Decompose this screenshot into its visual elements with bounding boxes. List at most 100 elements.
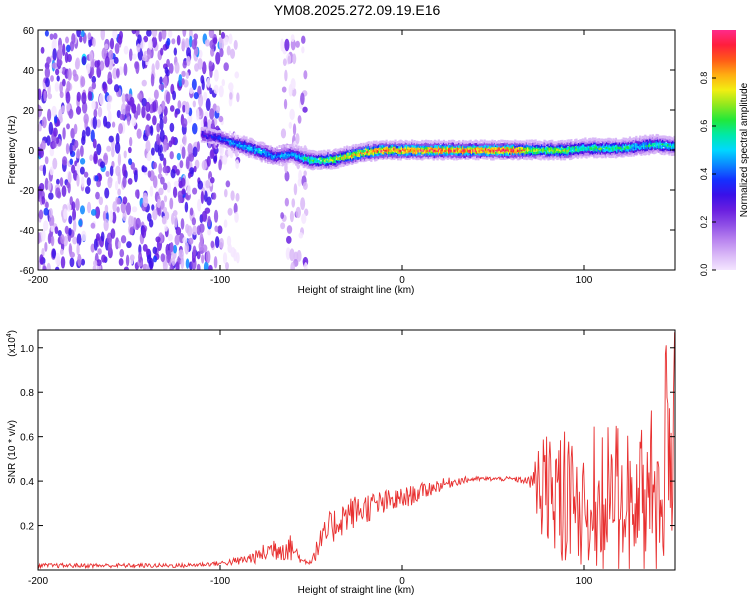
ridge-cell: [496, 144, 499, 148]
ridge-cell: [636, 151, 639, 155]
ridge-cell: [607, 144, 610, 147]
ridge-cell: [428, 152, 432, 156]
ridge-cell: [456, 144, 460, 148]
noise-cell: [188, 152, 195, 162]
ridge-cell: [618, 146, 621, 150]
spectrogram-x-axis-label: Height of straight line (km): [298, 285, 415, 296]
ridge-cell: [402, 145, 405, 149]
noise-cell: [181, 177, 186, 187]
ridge-cell: [296, 161, 299, 165]
ridge-cell: [319, 167, 322, 170]
noise-cell: [162, 166, 168, 174]
ridge-cell: [567, 139, 570, 143]
ridge-cell: [546, 147, 549, 151]
ridge-cell: [347, 154, 350, 158]
noise-cell: [156, 123, 161, 133]
ridge-cell: [319, 153, 322, 157]
noise-cell: [172, 186, 178, 198]
ridge-cell: [232, 137, 235, 141]
ridge-cell: [427, 151, 430, 155]
ridge-cell: [407, 152, 410, 156]
ridge-cell: [668, 140, 671, 144]
ridge-cell: [663, 148, 666, 152]
ridge-cell: [622, 141, 625, 145]
ridge-cell: [561, 150, 564, 154]
ridge-cell: [449, 155, 452, 159]
ridge-cell: [540, 144, 544, 148]
ridge-cell: [469, 146, 472, 150]
y-tick-label: 60: [23, 26, 35, 37]
ridge-cell: [346, 145, 349, 149]
ridge-cell: [622, 154, 625, 158]
ridge-cell: [665, 147, 669, 151]
ridge-cell: [233, 140, 237, 144]
ridge-cell: [381, 142, 384, 146]
ridge-cell: [242, 147, 246, 150]
ridge-cell: [333, 162, 336, 166]
ridge-cell: [468, 155, 471, 159]
ridge-cell: [399, 143, 402, 147]
ridge-cell: [287, 151, 290, 155]
noise-cell: [203, 261, 209, 270]
noise-cell: [54, 226, 59, 234]
noise-cell: [185, 156, 190, 170]
ridge-cell: [621, 150, 624, 154]
ridge-cell: [574, 143, 577, 147]
ridge-cell: [579, 139, 582, 143]
ridge-cell: [451, 139, 454, 143]
ridge-cell: [552, 147, 555, 151]
ridge-cell: [354, 143, 358, 147]
ridge-cell: [670, 146, 674, 150]
ridge-cell: [642, 135, 646, 139]
ridge-cell: [319, 157, 322, 161]
ridge-cell: [577, 153, 581, 157]
ridge-cell: [376, 150, 379, 153]
ridge-cell: [346, 148, 349, 152]
ridge-cell: [278, 149, 281, 153]
ridge-cell: [417, 157, 420, 160]
ridge-cell: [321, 156, 325, 160]
ridge-cell: [326, 156, 330, 160]
noise-cell: [208, 30, 215, 39]
ridge-cell: [504, 157, 507, 160]
ridge-cell: [358, 148, 361, 152]
ridge-cell: [225, 134, 228, 138]
ridge-cell: [633, 140, 637, 143]
ridge-cell: [399, 151, 402, 155]
ridge-cell: [491, 142, 494, 146]
ridge-cell: [589, 140, 592, 144]
ridge-cell: [661, 148, 665, 152]
ridge-cell: [628, 144, 632, 148]
noise-cell: [161, 30, 167, 40]
ridge-cell: [218, 141, 221, 145]
ridge-cell: [617, 139, 620, 143]
ridge-cell: [340, 157, 344, 161]
noise-cell: [215, 105, 221, 114]
noise-cell: [76, 243, 80, 256]
ridge-cell: [245, 150, 248, 154]
ridge-cell: [603, 153, 606, 157]
ridge-cell: [479, 139, 483, 143]
ridge-cell: [539, 157, 542, 161]
ridge-cell: [370, 145, 373, 148]
ridge-cell: [273, 149, 276, 153]
ridge-cell: [427, 146, 430, 150]
ridge-cell: [343, 146, 346, 150]
ridge-cell: [270, 156, 274, 160]
ridge-cell: [630, 142, 633, 146]
ridge-cell: [575, 148, 578, 152]
ridge-cell: [293, 148, 297, 152]
ridge-cell: [575, 145, 578, 149]
ridge-cell: [632, 146, 635, 150]
ridge-cell: [644, 148, 647, 152]
ridge-cell: [640, 146, 643, 150]
ridge-cell: [442, 142, 446, 146]
ridge-cell: [489, 157, 493, 161]
ridge-cell: [530, 146, 533, 150]
ridge-cell: [563, 154, 567, 158]
ridge-cell: [627, 151, 630, 155]
ridge-cell: [352, 146, 355, 150]
ridge-cell: [557, 147, 560, 151]
snr-y-scale-multiplier: (x104): [6, 330, 18, 357]
noise-cell: [56, 178, 60, 185]
